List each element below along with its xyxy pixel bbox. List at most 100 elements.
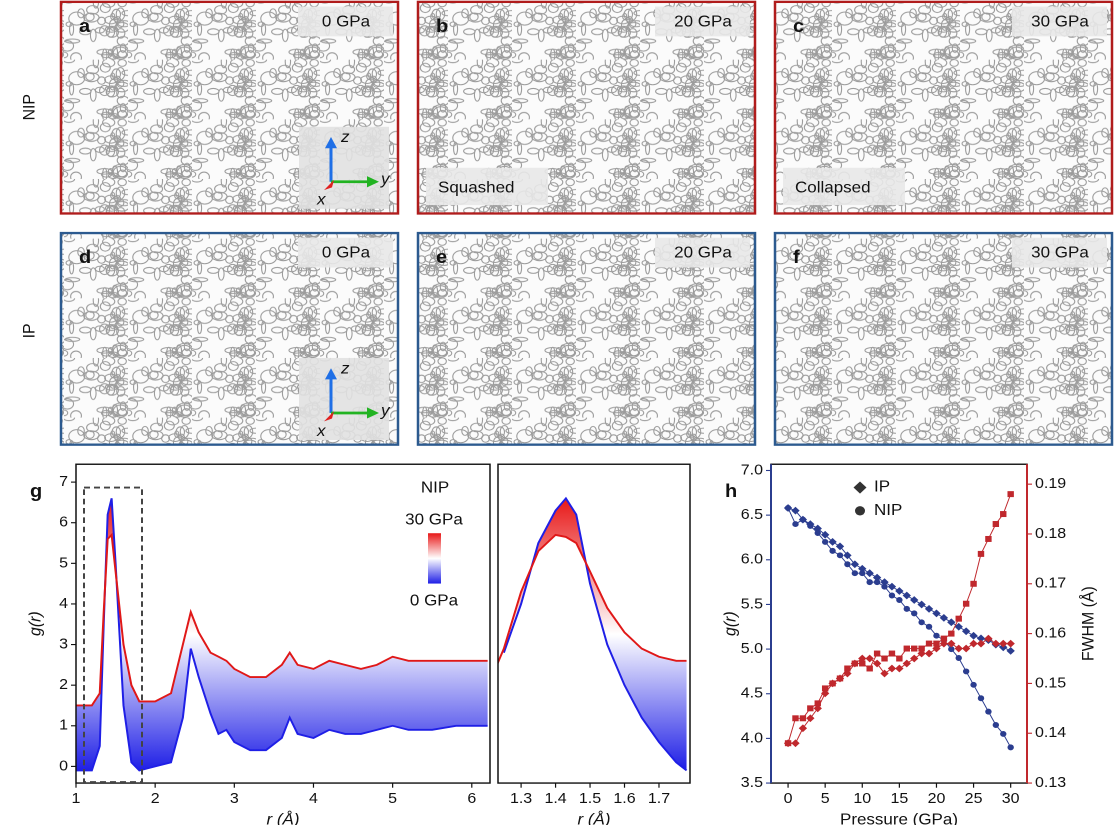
line: [76, 498, 488, 772]
marker: [917, 649, 926, 658]
pressure-label: 30 GPa: [1031, 244, 1090, 261]
marker: [896, 596, 903, 603]
x-tick-label: 25: [965, 790, 983, 806]
marker: [961, 644, 971, 653]
marker: [872, 573, 882, 582]
marker: [814, 700, 821, 707]
snapshot-panel: [416, 231, 757, 446]
marker: [948, 630, 955, 637]
x-axis-title: r (Å): [577, 810, 610, 825]
y-axis-title: g(r): [721, 611, 740, 636]
marker: [859, 570, 866, 577]
marker: [799, 516, 807, 523]
panel-letter: e: [436, 248, 447, 268]
marker: [836, 552, 844, 559]
label-box: [299, 126, 389, 209]
pressure-label: 30 GPa: [1031, 13, 1090, 30]
marker: [835, 542, 845, 551]
panel-letter: b: [436, 17, 448, 37]
marker: [962, 600, 970, 607]
marker: [798, 724, 808, 733]
panel-letter: f: [793, 248, 800, 268]
marker: [881, 583, 888, 590]
marker: [970, 580, 977, 587]
x-tick-label: 4: [309, 790, 318, 806]
pressure-label: 20 GPa: [674, 244, 733, 261]
y-tick-label: 7: [59, 474, 68, 490]
marker: [821, 538, 829, 545]
marker: [992, 521, 1000, 527]
y-tick-label: 3: [59, 636, 68, 652]
arrow-head: [367, 407, 379, 419]
marker: [866, 579, 873, 586]
y-tick-label: 1: [59, 717, 68, 733]
marker: [792, 715, 799, 722]
panel-letter: a: [79, 17, 90, 37]
line: [787, 507, 1012, 748]
marker: [888, 592, 896, 599]
marker: [933, 640, 940, 647]
legend-label: IP: [874, 478, 890, 495]
marker: [910, 654, 919, 663]
marker: [985, 535, 992, 542]
zoom-box: [83, 486, 143, 784]
x-tick-label: 1.6: [613, 790, 635, 806]
axis-label: z: [340, 360, 350, 377]
plot-frame: [75, 463, 491, 784]
marker: [985, 708, 992, 715]
y2-tick-label: 0.14: [1035, 725, 1067, 741]
y-tick-label: 5.5: [741, 596, 763, 612]
x-axis-title: r (Å): [266, 810, 299, 825]
pressure-label: 20 GPa: [674, 13, 733, 30]
line: [502, 496, 688, 772]
marker: [828, 538, 837, 546]
marker: [933, 632, 940, 639]
y-tick-label: 4.0: [741, 730, 763, 746]
y2-tick-label: 0.17: [1035, 575, 1066, 591]
arrow-head: [325, 368, 337, 380]
y-tick-label: 6: [59, 514, 68, 530]
marker: [843, 551, 852, 560]
marker: [880, 578, 889, 586]
y2-tick-label: 0.18: [1035, 525, 1066, 541]
marker: [977, 550, 985, 557]
marker: [843, 669, 852, 678]
panel-note: Collapsed: [795, 179, 871, 196]
marker: [911, 645, 918, 652]
marker: [791, 506, 800, 515]
plot-frame: [497, 463, 691, 784]
y-tick-label: 6.5: [741, 507, 763, 523]
marker: [902, 591, 911, 600]
marker: [821, 685, 829, 692]
marker: [984, 634, 993, 643]
plot-area: [76, 498, 488, 772]
gradient-band: [76, 498, 488, 771]
x-tick-label: 10: [853, 790, 871, 806]
y-tick-label: 5.0: [741, 640, 763, 656]
marker: [1000, 511, 1007, 518]
x-tick-label: 0: [784, 790, 793, 806]
x-tick-label: 1: [72, 790, 81, 806]
marker: [940, 635, 948, 642]
marker: [917, 600, 926, 609]
marker: [924, 605, 934, 613]
marker: [955, 615, 962, 622]
line: [498, 533, 687, 665]
marker: [969, 639, 978, 648]
marker: [865, 569, 874, 578]
marker: [932, 644, 941, 653]
axis-label: y: [380, 171, 391, 188]
marker: [970, 681, 977, 688]
label-box: [426, 167, 548, 206]
pressure-label: 0 GPa: [322, 244, 371, 261]
y-axis-title: g(r): [26, 611, 45, 636]
marker: [918, 645, 925, 652]
marker: [896, 655, 903, 662]
marker: [1000, 730, 1007, 737]
marker: [911, 610, 918, 617]
label-box: [655, 6, 750, 37]
row-label: IP: [20, 323, 39, 338]
marker: [939, 639, 949, 648]
y-tick-label: 4.5: [741, 685, 763, 701]
